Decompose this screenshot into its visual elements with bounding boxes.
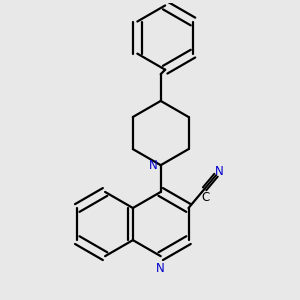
Text: C: C (201, 190, 209, 204)
Text: N: N (215, 165, 224, 178)
Text: N: N (156, 262, 165, 275)
Text: N: N (148, 159, 157, 172)
